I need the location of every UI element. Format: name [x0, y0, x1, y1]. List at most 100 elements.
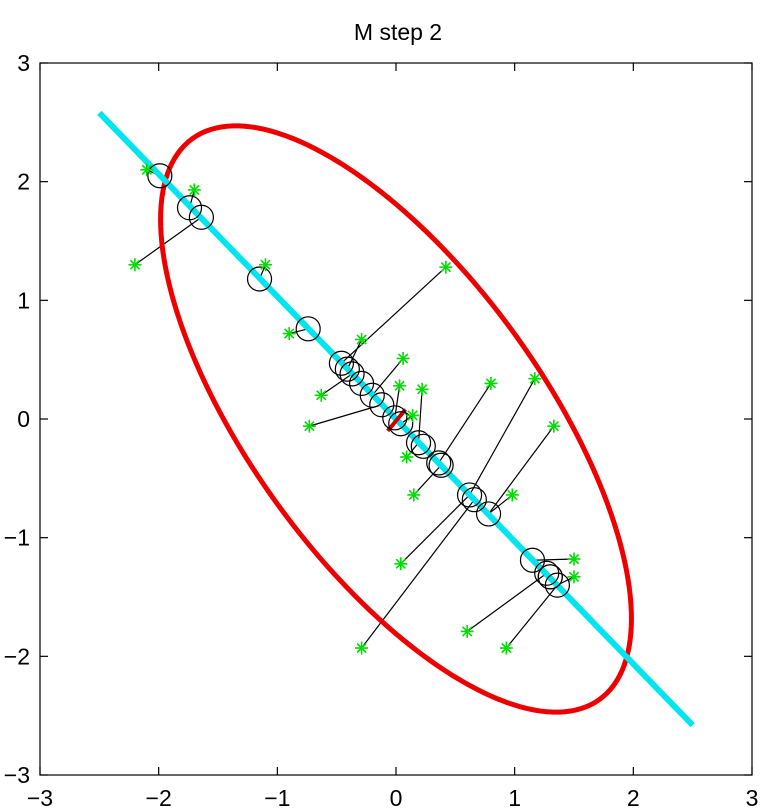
- projection-link: [532, 558, 575, 561]
- data-point-stroke: [408, 489, 419, 501]
- projection-point: [519, 547, 546, 573]
- data-point: [355, 332, 369, 346]
- data-point: [499, 641, 513, 655]
- data-point: [439, 260, 453, 274]
- data-point: [302, 419, 316, 433]
- data-point-stroke: [440, 261, 452, 273]
- data-point-stroke: [568, 571, 580, 582]
- data-point-stroke: [304, 420, 315, 432]
- data-point: [396, 351, 410, 365]
- data-point-stroke: [356, 334, 367, 345]
- data-point-stroke: [141, 164, 152, 175]
- projection-point: [188, 204, 214, 230]
- data-point: [187, 183, 201, 197]
- data-point-stroke: [462, 626, 473, 637]
- data-point-stroke: [395, 558, 406, 569]
- data-point-stroke: [485, 378, 497, 389]
- x-tick-label: −2: [146, 785, 172, 811]
- data-point: [355, 641, 369, 655]
- projection-link: [341, 266, 447, 364]
- axes: −3 −2 −1 0 1 2 3 −3 −2 −1 0 1 2 3: [4, 50, 759, 811]
- projection-link: [346, 339, 363, 370]
- projection-point: [382, 405, 408, 431]
- data-point: [505, 488, 519, 502]
- y-tick-label: −3: [4, 762, 30, 788]
- chart-title: M step 2: [354, 19, 442, 45]
- data-point: [415, 382, 429, 396]
- projection-point: [369, 392, 395, 418]
- data-point-stroke: [260, 259, 271, 270]
- y-tick-label: 1: [17, 287, 30, 313]
- projection-point: [544, 572, 570, 598]
- data-point: [407, 488, 421, 502]
- projection-point: [405, 430, 432, 456]
- x-tick-label: 1: [508, 785, 521, 811]
- projection-point: [328, 350, 355, 376]
- data-point-stroke: [529, 373, 541, 384]
- projection-point: [426, 450, 452, 476]
- data-point-stroke: [284, 328, 295, 339]
- data-point-stroke: [416, 384, 428, 395]
- projection-point: [359, 382, 385, 408]
- data-point-stroke: [394, 380, 405, 391]
- covariance-ellipse: [158, 123, 634, 715]
- x-tick-label: 0: [390, 785, 403, 811]
- data-point: [128, 258, 142, 272]
- projection-link: [466, 572, 548, 632]
- data-point-stroke: [129, 259, 141, 270]
- data-point: [406, 408, 420, 422]
- projection-point: [147, 163, 173, 189]
- projection-link: [488, 425, 555, 515]
- projection-point: [475, 501, 502, 527]
- data-point: [394, 557, 408, 571]
- projection-point: [334, 356, 360, 382]
- data-point: [567, 570, 581, 584]
- data-point: [258, 258, 272, 272]
- projection-link: [400, 494, 470, 565]
- data-point: [547, 419, 561, 433]
- projection-link: [134, 216, 202, 266]
- data-point: [528, 372, 542, 386]
- y-tick-label: 2: [17, 169, 30, 195]
- data-point: [460, 624, 474, 638]
- x-tick-label: −1: [264, 785, 290, 811]
- data-point-stroke: [189, 184, 200, 196]
- data-point-stroke: [407, 410, 418, 421]
- projection-link: [417, 389, 423, 443]
- y-tick-label: −2: [4, 643, 30, 669]
- data-point: [484, 376, 498, 390]
- projection-link: [438, 383, 492, 464]
- data-point-stroke: [548, 420, 559, 432]
- projection-point: [339, 361, 365, 387]
- projection-point: [428, 452, 454, 478]
- data-point-stroke: [397, 353, 409, 364]
- x-tick-label: 2: [627, 785, 640, 811]
- projection-point: [461, 487, 487, 513]
- data-point: [282, 327, 296, 341]
- projection-point: [246, 266, 273, 292]
- data-point: [567, 552, 581, 566]
- y-tick-label: 3: [17, 50, 30, 76]
- projection-point: [537, 564, 563, 590]
- x-tick-label: −3: [27, 785, 53, 811]
- data-point: [140, 163, 154, 177]
- projection-point: [388, 411, 414, 437]
- y-tick-label: −1: [4, 525, 30, 551]
- data-point-stroke: [401, 451, 412, 463]
- mean-marker: [386, 408, 408, 433]
- data-point: [400, 450, 414, 464]
- plot-area: [97, 110, 695, 728]
- data-point-stroke: [356, 642, 367, 654]
- projection-point: [410, 433, 436, 459]
- projection-link: [469, 378, 536, 496]
- plot-contents: [97, 110, 695, 728]
- projection-link: [505, 584, 558, 649]
- x-tick-label: 3: [746, 785, 759, 811]
- data-point-stroke: [316, 390, 327, 401]
- projection-point: [295, 316, 321, 342]
- projection-link: [413, 464, 442, 496]
- projection-point: [456, 482, 483, 508]
- y-tick-label: 0: [17, 406, 30, 432]
- data-point: [393, 379, 407, 393]
